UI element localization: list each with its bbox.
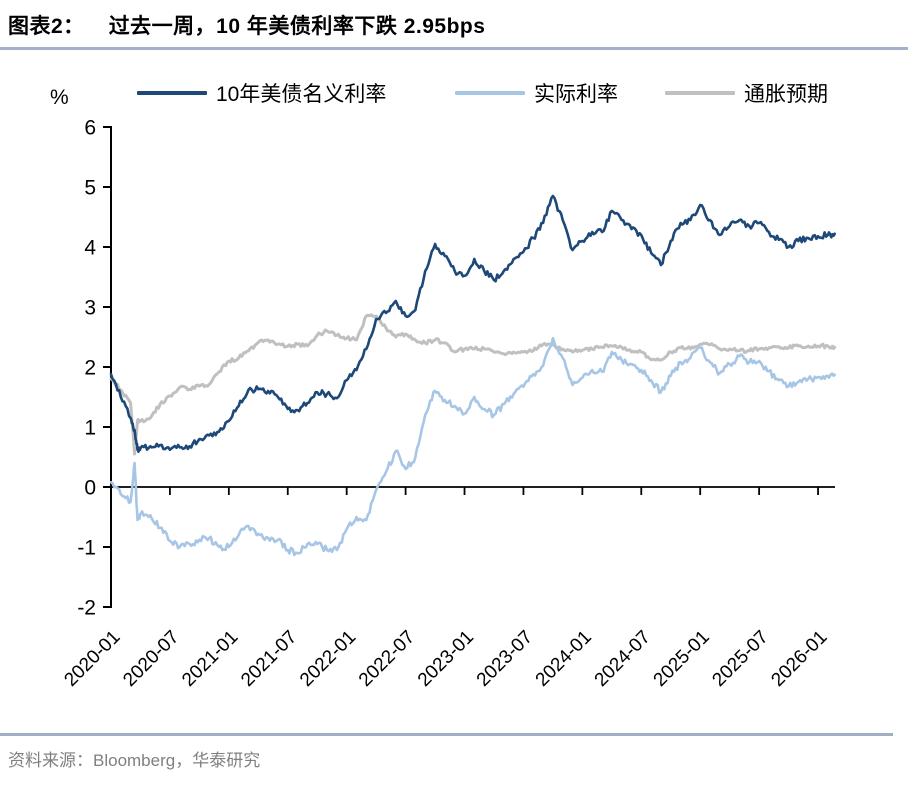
y-axis-unit-label: %	[50, 86, 69, 109]
x-tick-label: 2020-07	[119, 627, 183, 691]
x-tick-label: 2025-07	[708, 627, 772, 691]
real-line-swatch	[455, 91, 525, 95]
y-tick-label: 4	[84, 237, 96, 260]
x-tick-label: 2020-01	[60, 627, 124, 691]
x-tick-label: 2023-01	[414, 627, 478, 691]
series-line-0	[109, 194, 836, 453]
x-tick-label: 2023-07	[473, 627, 537, 691]
x-tick-label: 2021-01	[178, 627, 242, 691]
source-note: 资料来源：Bloomberg，华泰研究	[8, 751, 261, 770]
y-tick-label: 0	[84, 477, 96, 500]
x-tick-label: 2026-01	[767, 627, 831, 691]
x-tick-label: 2025-01	[650, 627, 714, 691]
footer-separator	[0, 733, 893, 736]
y-tick-label: 2	[84, 357, 96, 380]
y-tick-label: -1	[77, 537, 96, 560]
series-line-1	[109, 336, 836, 557]
x-tick-label: 2022-01	[296, 627, 360, 691]
figure-tag: 图表2：	[8, 15, 85, 38]
x-tick-label: 2021-07	[237, 627, 301, 691]
title-separator	[0, 47, 908, 50]
x-tick-label: 2022-07	[355, 627, 419, 691]
legend-label-breakeven: 通胀预期	[744, 83, 828, 106]
legend-item-breakeven: 通胀预期	[665, 80, 828, 106]
breakeven-line-swatch	[665, 91, 735, 95]
y-tick-label: 3	[84, 297, 96, 320]
y-tick-label: 6	[84, 117, 96, 140]
x-tick-label: 2024-01	[532, 627, 596, 691]
figure-title: 图表2： 过去一周，10 年美债利率下跌 2.95bps	[8, 10, 485, 40]
y-tick-label: 5	[84, 177, 96, 200]
legend-label-real: 实际利率	[534, 83, 618, 106]
legend-item-real: 实际利率	[455, 80, 618, 106]
figure-title-text: 过去一周，10 年美债利率下跌 2.95bps	[108, 15, 486, 38]
y-tick-label: -2	[77, 597, 96, 620]
legend-item-nominal: 10年美债名义利率	[137, 80, 386, 106]
nominal-line-swatch	[137, 91, 207, 95]
chart-legend: 10年美债名义利率 实际利率 通胀预期	[0, 80, 908, 106]
series-line-2	[109, 313, 837, 456]
y-tick-label: 1	[84, 417, 96, 440]
x-tick-label: 2024-07	[591, 627, 655, 691]
legend-label-nominal: 10年美债名义利率	[216, 83, 387, 106]
